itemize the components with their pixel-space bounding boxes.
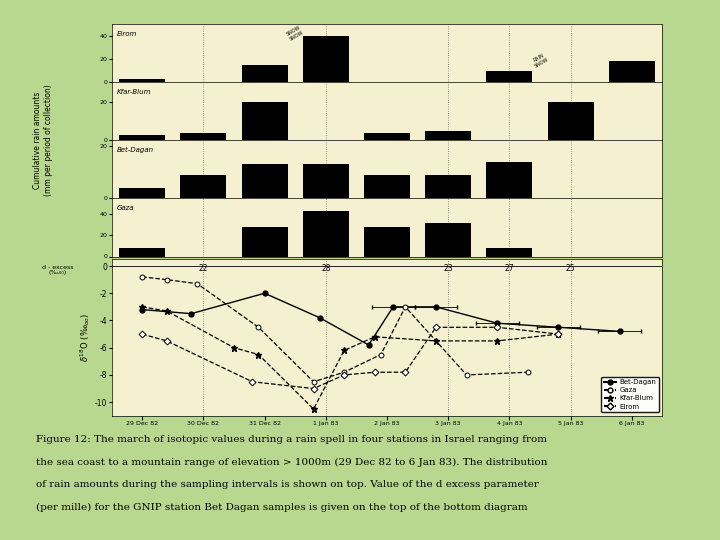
Gaza	[340, 369, 348, 375]
Elrom	[554, 331, 562, 338]
Bar	[426, 222, 471, 256]
Bet-Dagan	[431, 303, 440, 310]
Bar	[364, 227, 410, 256]
Bar	[426, 175, 471, 198]
Text: 23: 23	[444, 264, 453, 273]
Bar	[303, 211, 348, 256]
Gaza	[193, 280, 202, 287]
Bar	[426, 131, 471, 140]
Text: d - excess
(‰₀₀): d - excess (‰₀₀)	[42, 265, 73, 275]
Gaza	[138, 274, 147, 280]
Line: Kfar-Blum: Kfar-Blum	[139, 303, 562, 413]
Kfar-Blum	[340, 347, 348, 354]
Bar	[487, 248, 532, 256]
Bar	[609, 62, 654, 82]
Kfar-Blum	[554, 331, 562, 338]
Elrom	[138, 331, 147, 338]
Text: Elrom: Elrom	[117, 31, 138, 37]
Bar	[487, 161, 532, 198]
Text: SNOW
SNOW: SNOW SNOW	[286, 25, 305, 42]
Bet-Dagan	[261, 290, 269, 296]
Bar	[120, 79, 165, 82]
Text: Figure 12: The march of isotopic values during a rain spell in four stations in : Figure 12: The march of isotopic values …	[36, 435, 547, 444]
Gaza	[462, 372, 471, 378]
Kfar-Blum	[230, 345, 238, 351]
Gaza	[377, 352, 385, 358]
Text: (per mille) for the GNIP station Bet Dagan samples is given on the top of the bo: (per mille) for the GNIP station Bet Dag…	[36, 503, 528, 512]
Line: Bet-Dagan: Bet-Dagan	[140, 291, 622, 347]
Text: Gaza: Gaza	[117, 205, 135, 212]
Elrom	[431, 324, 440, 330]
Kfar-Blum	[370, 334, 379, 340]
Text: Cumulative rain amounts
(mm per period of collection): Cumulative rain amounts (mm per period o…	[34, 85, 53, 196]
Text: of rain amounts during the sampling intervals is shown on top. Value of the d ex: of rain amounts during the sampling inte…	[36, 480, 539, 489]
Elrom	[248, 379, 256, 385]
Bet-Dagan	[364, 342, 373, 348]
Line: Gaza: Gaza	[140, 274, 530, 384]
Bet-Dagan	[615, 328, 624, 335]
Text: Bet-Dagan: Bet-Dagan	[117, 147, 154, 153]
Kfar-Blum	[431, 338, 440, 344]
Bar	[303, 164, 348, 198]
Text: Kfar-Blum: Kfar-Blum	[117, 89, 152, 96]
Bar	[120, 134, 165, 140]
Kfar-Blum	[309, 406, 318, 412]
Bar	[242, 227, 287, 256]
Gaza	[401, 303, 410, 310]
Gaza	[162, 276, 171, 283]
Bet-Dagan	[186, 310, 195, 317]
Bar	[242, 65, 287, 82]
Gaza	[523, 369, 532, 375]
Bar	[242, 102, 287, 140]
Text: 25: 25	[566, 264, 575, 273]
Line: Elrom: Elrom	[140, 325, 561, 391]
Text: 22: 22	[199, 264, 208, 273]
Text: RAIN
SNOW: RAIN SNOW	[531, 51, 549, 69]
Bet-Dagan	[315, 314, 324, 321]
Bar	[548, 102, 593, 140]
Bar	[364, 133, 410, 140]
Kfar-Blum	[162, 308, 171, 314]
Elrom	[162, 338, 171, 344]
Kfar-Blum	[254, 352, 263, 358]
Bet-Dagan	[389, 303, 397, 310]
Bet-Dagan	[492, 320, 501, 327]
Legend: Bet-Dagan, Gaza, Kfar-Blum, Elrom: Bet-Dagan, Gaza, Kfar-Blum, Elrom	[601, 376, 659, 413]
Gaza	[254, 324, 263, 330]
Elrom	[309, 386, 318, 392]
Bar	[181, 175, 226, 198]
Bar	[487, 71, 532, 82]
Bet-Dagan	[554, 324, 562, 330]
Bar	[120, 188, 165, 198]
Elrom	[370, 369, 379, 375]
Kfar-Blum	[138, 303, 147, 310]
Text: the sea coast to a mountain range of elevation > 1000m (29 Dec 82 to 6 Jan 83). : the sea coast to a mountain range of ele…	[36, 457, 547, 467]
Bar	[181, 133, 226, 140]
Bar	[242, 164, 287, 198]
Elrom	[401, 369, 410, 375]
Bar	[364, 175, 410, 198]
Text: 28: 28	[321, 264, 330, 273]
Bar	[303, 36, 348, 82]
Kfar-Blum	[492, 338, 501, 344]
Y-axis label: $\delta^{18}$O (‰$_{oo}$): $\delta^{18}$O (‰$_{oo}$)	[78, 313, 92, 362]
Gaza	[309, 379, 318, 385]
Bar	[120, 248, 165, 256]
Text: 27: 27	[505, 264, 514, 273]
Elrom	[492, 324, 501, 330]
Bet-Dagan	[138, 306, 147, 313]
Elrom	[340, 372, 348, 378]
